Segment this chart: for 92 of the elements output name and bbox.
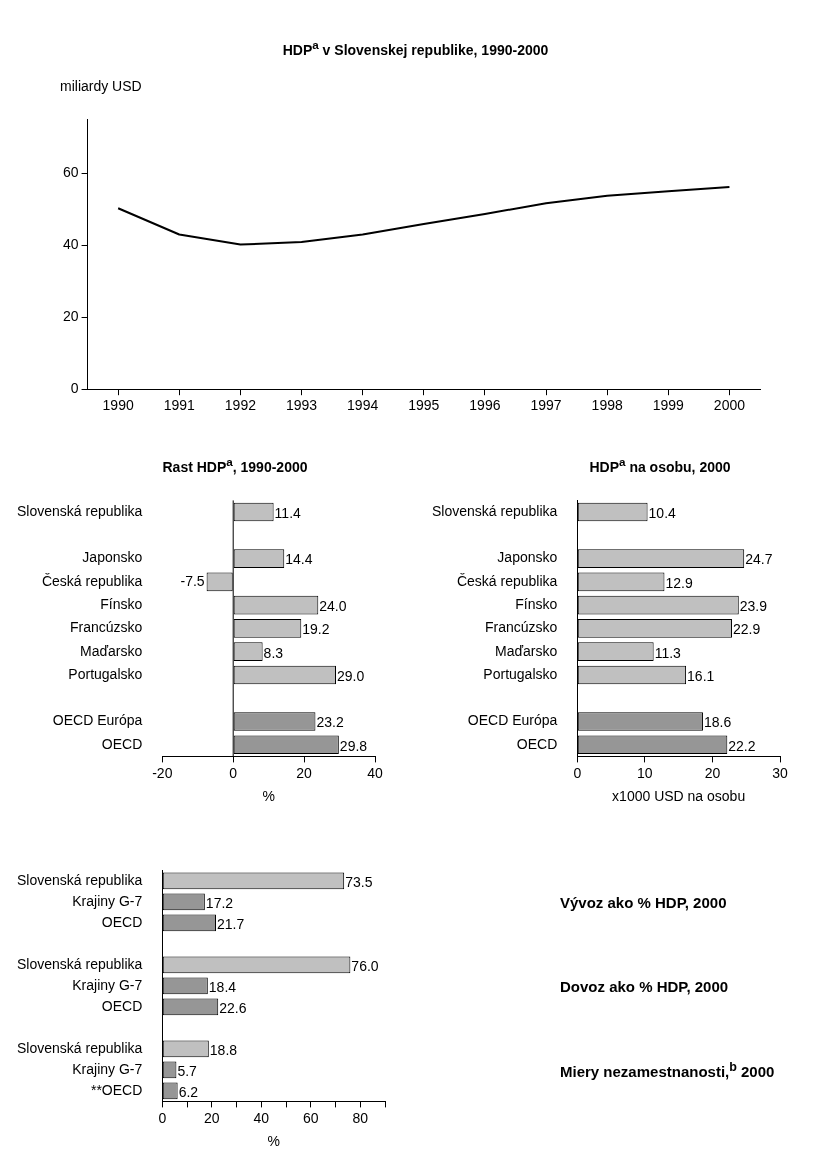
data-label: 19.2: [302, 621, 330, 638]
data-label: -7.5: [180, 572, 205, 589]
x-tick-label: 1992: [224, 397, 257, 414]
x-tick-label: 40: [253, 1109, 270, 1126]
x-tick-label: 1997: [530, 397, 562, 414]
x-tick-label: 20: [704, 764, 721, 781]
chart-title: HDP$^{a}$ v Slovenskej republike, 1990-2000: [281, 38, 550, 58]
data-label: 76.0: [351, 957, 379, 974]
x-tick-label: -20: [152, 764, 173, 781]
y-tick-label: Fínsko: [100, 595, 143, 612]
y-tick-label: Slovenská republika: [17, 502, 143, 519]
x-axis-title: %: [267, 1133, 280, 1150]
y-tick-label: Portugalsko: [483, 665, 558, 682]
x-tick-label: 1996: [469, 397, 501, 414]
x-tick-label: 1994: [347, 397, 379, 414]
x-tick-label: 1998: [591, 397, 623, 414]
y-tick-label: 40: [62, 236, 79, 253]
data-label: 18.6: [703, 714, 732, 731]
y-tick-label: Slovenská republika: [17, 1039, 143, 1056]
x-tick-label: 80: [352, 1109, 369, 1126]
y-tick-label: Portugalsko: [68, 665, 143, 682]
data-label: 21.7: [216, 915, 245, 932]
y-tick-label: **OECD: [90, 1081, 143, 1098]
y-tick-label: 60: [62, 164, 79, 181]
x-tick-label: 1993: [285, 397, 318, 414]
data-label: 16.1: [687, 667, 715, 684]
x-tick-label: 1999: [652, 397, 685, 414]
y-tick-label: OECD Európa: [467, 712, 558, 729]
chart-title: Rast HDP$^{a}$, 1990-2000: [161, 455, 309, 475]
data-label: 10.4: [648, 504, 677, 521]
data-label: 23.9: [739, 597, 768, 614]
data-label: 23.2: [316, 714, 344, 731]
y-tick-label: Krajiny G-7: [72, 892, 143, 909]
data-label: 73.5: [345, 873, 373, 890]
y-tick-label: Slovenská republika: [17, 955, 143, 972]
data-label: 11.3: [654, 644, 682, 661]
data-label: 29.8: [339, 737, 368, 754]
y-tick-label: Fínsko: [515, 595, 558, 612]
x-tick-label: 60: [302, 1109, 319, 1126]
data-label: 8.3: [263, 644, 284, 661]
x-tick-label: 20: [204, 1109, 220, 1126]
data-label: 24.0: [319, 597, 347, 614]
x-tick-label: 1995: [408, 397, 440, 414]
data-label: 17.2: [205, 894, 234, 911]
y-tick-label: 0: [70, 380, 79, 397]
y-tick-label: Francúzsko: [484, 619, 558, 636]
data-label: 5.7: [177, 1062, 198, 1079]
x-axis-title: x1000 USD na osobu: [612, 788, 746, 805]
text: Vývoz ako % HDP, 2000: [560, 893, 727, 911]
x-tick-label: 0: [229, 764, 238, 781]
y-axis-title: miliardy USD: [60, 78, 142, 94]
y-tick-label: Slovenská republika: [17, 871, 143, 888]
y-tick-label: Slovenská republika: [432, 502, 558, 519]
y-tick-label: 20: [62, 308, 79, 325]
x-tick-label: 1991: [163, 397, 196, 414]
y-tick-label: Francúzsko: [69, 619, 143, 636]
y-tick-label: OECD Európa: [52, 712, 143, 729]
text: Dovoz ako % HDP, 2000: [560, 977, 729, 995]
data-label: 22.6: [219, 999, 247, 1016]
x-tick-label: 40: [367, 764, 383, 781]
y-tick-label: Česká republika: [41, 572, 143, 589]
data-label: 29.0: [337, 667, 365, 684]
y-tick-label: Japonsko: [82, 549, 143, 566]
data-label: 12.9: [665, 574, 693, 591]
x-tick-label: 0: [158, 1109, 167, 1126]
y-tick-label: Maďarsko: [80, 642, 143, 659]
y-tick-label: Maďarsko: [495, 642, 558, 659]
x-tick-label: 1990: [102, 397, 134, 414]
data-label: 18.4: [208, 978, 237, 995]
text: Miery nezamestnanosti,$^{b}$ 2000: [560, 1059, 775, 1080]
chart-title: HDP$^{a}$ na osobu, 2000: [588, 455, 732, 475]
y-tick-label: OECD: [101, 997, 143, 1014]
x-tick-label: 10: [637, 764, 653, 781]
y-tick-label: Česká republika: [456, 572, 558, 589]
x-tick-label: 2000: [713, 397, 746, 414]
data-label: 24.7: [745, 551, 773, 568]
data-label: 18.8: [209, 1041, 238, 1058]
data-label: 11.4: [274, 504, 302, 521]
y-tick-label: Krajiny G-7: [72, 1060, 143, 1077]
x-axis-title: %: [262, 788, 275, 805]
x-tick-label: 20: [296, 764, 313, 781]
y-tick-label: Krajiny G-7: [72, 976, 143, 993]
data-label: 22.9: [733, 621, 761, 638]
y-tick-label: OECD: [516, 735, 558, 752]
x-tick-label: 0: [573, 764, 582, 781]
data-label: 6.2: [178, 1083, 199, 1100]
y-tick-label: OECD: [101, 913, 143, 930]
x-tick-label: 30: [772, 764, 788, 781]
data-label: 22.2: [728, 737, 756, 754]
data-label: 14.4: [285, 551, 313, 568]
y-tick-label: OECD: [101, 735, 143, 752]
y-tick-label: Japonsko: [497, 549, 558, 566]
